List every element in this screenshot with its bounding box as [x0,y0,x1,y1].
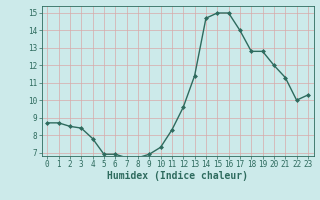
X-axis label: Humidex (Indice chaleur): Humidex (Indice chaleur) [107,171,248,181]
